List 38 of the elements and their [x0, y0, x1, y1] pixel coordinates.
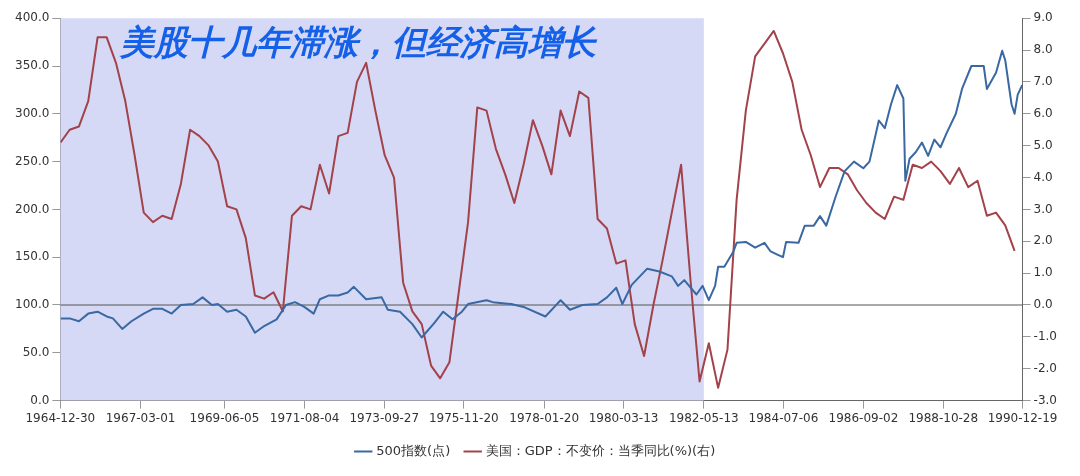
y-tick-label: 150.0: [14, 249, 50, 264]
x-tick-label: 1978-01-20: [509, 410, 580, 425]
y2-tick-label: -2.0: [1033, 360, 1058, 375]
x-tick-label: 1967-03-01: [105, 410, 176, 425]
y2-tick-label: 0.0: [1033, 297, 1053, 312]
chart-title: 美股十几年滞涨，但经济高增长: [119, 22, 599, 63]
y2-tick-label: -3.0: [1033, 392, 1058, 407]
y-tick-label: 0.0: [30, 392, 50, 407]
y2-tick-label: 4.0: [1033, 169, 1053, 184]
y-tick-label: 200.0: [14, 201, 50, 216]
y-tick-label: 350.0: [14, 58, 50, 73]
x-tick-label: 1964-12-30: [25, 410, 96, 425]
y-tick-label: 300.0: [14, 105, 50, 120]
y2-tick-label: 8.0: [1033, 42, 1053, 57]
x-tick-label: 1988-10-28: [908, 410, 979, 425]
legend-label: 美国：GDP：不变价：当季同比(%)(右): [485, 442, 716, 458]
y-tick-label: 50.0: [22, 344, 50, 359]
y2-tick-label: 2.0: [1033, 233, 1053, 248]
y-tick-label: 250.0: [14, 153, 50, 168]
x-tick-label: 1973-09-27: [349, 410, 420, 425]
legend-label: 500指数(点): [376, 442, 451, 458]
x-tick-label: 1982-05-13: [668, 410, 739, 425]
y2-tick-label: 3.0: [1033, 201, 1053, 216]
x-tick-label: 1980-03-13: [588, 410, 659, 425]
y2-tick-label: 9.0: [1033, 10, 1053, 25]
y2-tick-label: 5.0: [1033, 137, 1053, 152]
x-tick-label: 1986-09-02: [828, 410, 899, 425]
x-tick-label: 1971-08-04: [269, 410, 340, 425]
y2-tick-label: -1.0: [1033, 328, 1058, 343]
y-tick-label: 100.0: [14, 297, 50, 312]
x-tick-label: 1969-06-05: [189, 410, 260, 425]
y2-tick-label: 6.0: [1033, 105, 1053, 120]
y2-tick-label: 7.0: [1033, 74, 1053, 89]
x-tick-label: 1975-11-20: [428, 410, 499, 425]
y2-tick-label: 1.0: [1033, 265, 1053, 280]
x-tick-label: 1990-12-19: [987, 410, 1058, 425]
x-tick-label: 1984-07-06: [748, 410, 819, 425]
y-tick-label: 400.0: [14, 10, 50, 25]
